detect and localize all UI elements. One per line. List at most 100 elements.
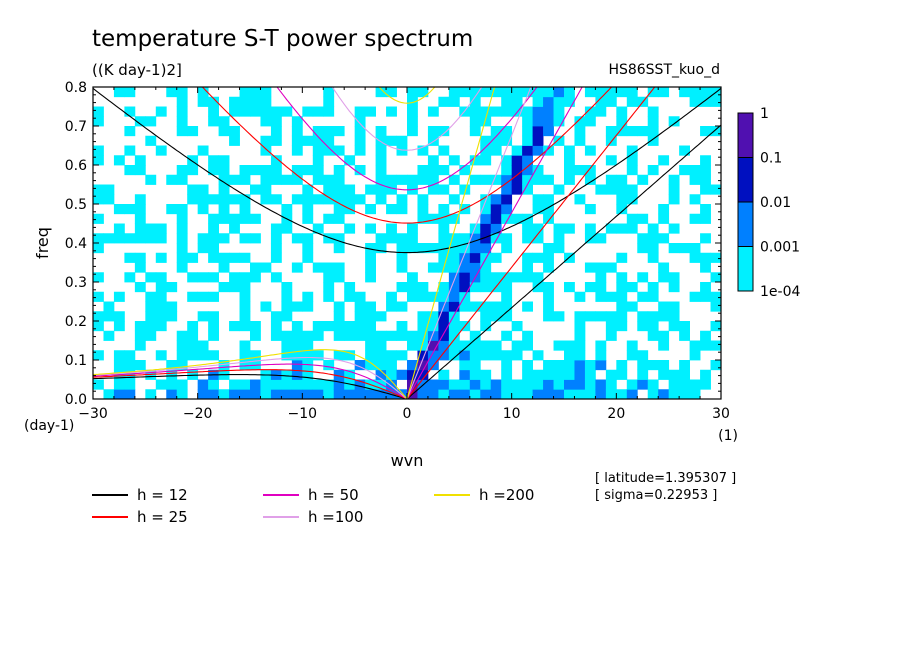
dispersion-curve-h50 — [93, 87, 583, 399]
spectrum-cell — [543, 389, 554, 399]
spectrum-cell — [689, 379, 701, 390]
spectrum-cell — [710, 301, 721, 312]
spectrum-cell — [626, 145, 638, 156]
spectrum-cell — [511, 96, 523, 107]
spectrum-cell — [417, 204, 429, 215]
spectrum-cell — [333, 243, 345, 254]
spectrum-cell — [427, 330, 439, 341]
spectrum-cell — [208, 252, 219, 263]
spectrum-cell — [124, 369, 136, 380]
spectrum-cell — [469, 301, 481, 312]
spectrum-cell — [469, 389, 481, 399]
spectrum-cell — [93, 350, 104, 361]
spectrum-cell — [145, 223, 157, 234]
spectrum-cell — [155, 106, 167, 117]
spectrum-cell — [250, 165, 261, 176]
spectrum-cell — [658, 213, 670, 224]
spectrum-cell — [469, 116, 481, 127]
spectrum-cell — [354, 291, 366, 302]
spectrum-cell — [616, 282, 628, 293]
spectrum-cell — [427, 291, 439, 302]
spectrum-cell — [333, 204, 345, 215]
spectrum-cell — [270, 330, 282, 341]
spectrum-cell — [574, 126, 586, 137]
spectrum-cell — [239, 389, 251, 399]
spectrum-cell — [93, 213, 104, 224]
spectrum-cell — [438, 291, 450, 302]
spectrum-cell — [647, 106, 659, 117]
spectrum-cell — [511, 350, 523, 361]
spectrum-cell — [113, 389, 125, 399]
spectrum-cell — [386, 87, 397, 98]
spectrum-cell — [239, 194, 251, 205]
spectrum-cell — [386, 204, 397, 215]
spectrum-cell — [480, 174, 492, 185]
spectrum-cell — [239, 174, 251, 185]
y-tick-label: 0.3 — [65, 275, 87, 291]
spectrum-cell — [647, 282, 659, 293]
spectrum-cell — [595, 311, 607, 322]
spectrum-cell — [354, 311, 366, 322]
spectrum-cell — [365, 223, 376, 234]
spectrum-cell — [270, 379, 282, 390]
spectrum-cell — [250, 321, 261, 332]
spectrum-cell — [93, 184, 104, 195]
spectrum-cell — [574, 360, 586, 371]
spectrum-cell — [396, 174, 408, 185]
spectrum-cell — [490, 87, 502, 98]
spectrum-cell — [302, 330, 314, 341]
spectrum-cell — [344, 389, 356, 399]
spectrum-cell — [490, 213, 502, 224]
spectrum-cell — [532, 194, 544, 205]
spectrum-cell — [93, 379, 104, 390]
spectrum-cell — [407, 272, 418, 283]
legend-item: h =100 — [263, 508, 363, 526]
spectrum-cell — [281, 301, 293, 312]
spectrum-cell — [176, 165, 188, 176]
spectrum-cell — [417, 87, 429, 98]
spectrum-cell — [700, 96, 711, 107]
spectrum-cell — [532, 145, 544, 156]
spectrum-cell — [166, 379, 178, 390]
spectrum-cell — [281, 204, 293, 215]
spectrum-cell — [291, 330, 303, 341]
spectrum-cell — [365, 184, 376, 195]
spectrum-cell — [700, 87, 711, 98]
kelvin-wave-curve — [406, 87, 532, 399]
spectrum-cell — [584, 311, 596, 322]
spectrum-cell — [103, 184, 115, 195]
spectrum-cell — [595, 106, 607, 117]
spectrum-cell — [239, 106, 251, 117]
spectrum-cell — [595, 379, 607, 390]
spectrum-cell — [302, 379, 314, 390]
spectrum-cell — [679, 145, 690, 156]
spectrum-cell — [668, 184, 680, 195]
spectrum-cell — [145, 321, 157, 332]
spectrum-cell — [532, 204, 544, 215]
spectrum-cell — [564, 369, 575, 380]
spectrum-cell — [113, 233, 125, 244]
spectrum-cell — [543, 213, 554, 224]
spectrum-cell — [438, 204, 450, 215]
spectrum-cell — [553, 360, 565, 371]
spectrum-cell — [323, 389, 335, 399]
spectrum-cell — [176, 204, 188, 215]
spectrum-cell — [501, 194, 513, 205]
spectrum-cell — [365, 262, 376, 273]
spectrum-cell — [427, 184, 439, 195]
spectrum-cell — [155, 272, 167, 283]
spectrum-cell — [679, 87, 690, 98]
gravity-wave-curve — [331, 87, 483, 151]
spectrum-cell — [605, 184, 617, 195]
spectrum-cell — [187, 184, 199, 195]
spectrum-cell — [344, 155, 356, 166]
spectrum-cell — [155, 301, 167, 312]
spectrum-cell — [281, 282, 293, 293]
spectrum-cell — [134, 204, 146, 215]
spectrum-cell — [647, 379, 659, 390]
spectrum-cell — [710, 184, 721, 195]
spectrum-cell — [605, 389, 617, 399]
rossby-wave-curve — [93, 356, 408, 399]
spectrum-cell — [270, 243, 282, 254]
spectrum-cell — [344, 350, 356, 361]
